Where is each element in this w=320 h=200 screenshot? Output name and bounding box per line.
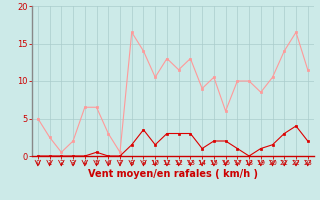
- X-axis label: Vent moyen/en rafales ( km/h ): Vent moyen/en rafales ( km/h ): [88, 169, 258, 179]
